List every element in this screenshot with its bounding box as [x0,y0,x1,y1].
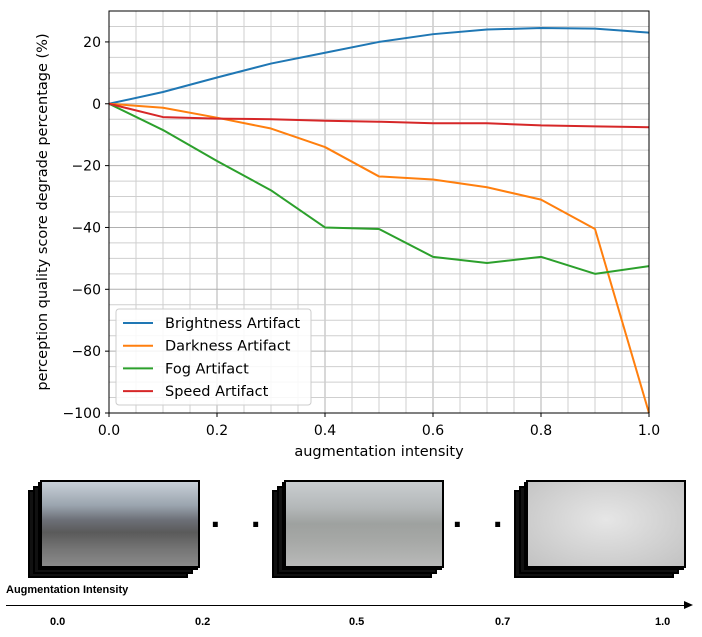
line-chart: 0.0 0.2 0.4 0.6 0.8 1.0 20 0 −20 −40 −60 −80 −100 au… [35,10,661,460]
road-scene-dense-fog [526,480,686,568]
x-tick-label: 0.0 [98,423,120,439]
y-tick-label: −80 [71,344,101,360]
legend: Brightness Artifact Darkness Artifact Fog … [115,308,312,406]
legend-label: Brightness Artifact [165,316,300,332]
frame-stack-low [28,478,203,578]
y-tick-label: −40 [71,220,101,236]
x-tick-label: 0.6 [422,423,444,439]
x-axis-label: augmentation intensity [294,444,464,460]
y-tick-label: −60 [71,282,101,298]
road-scene-clear [40,480,200,568]
legend-label: Speed Artifact [165,384,269,400]
intensity-tick: 0.0 [50,616,66,628]
road-scene-foggy [284,480,444,568]
series-line-brightness-artifact [108,27,650,105]
augmentation-intensity-label: Augmentation Intensity [6,584,129,596]
intensity-tick: 0.2 [195,616,211,628]
legend-label: Fog Artifact [165,361,249,377]
x-tick-label: 0.4 [314,423,336,439]
axis-ticks: 0.0 0.2 0.4 0.6 0.8 1.0 20 0 −20 −40 −60 −80 −100 [63,35,661,439]
intensity-tick: 0.7 [495,616,511,628]
series-line-darkness-artifact [108,102,650,414]
series-line-speed-artifact [108,102,650,129]
intensity-tick: 1.0 [655,616,671,628]
x-tick-label: 0.2 [206,423,228,439]
x-tick-label: 0.8 [530,423,552,439]
plot-frame [108,10,650,414]
series-line-fog-artifact [108,102,650,275]
legend-box [115,308,312,406]
y-tick-label: −20 [71,159,101,175]
y-tick-label: 20 [83,35,101,51]
legend-label: Darkness Artifact [165,339,291,355]
intensity-tick: 0.5 [349,616,365,628]
series-lines [108,27,650,414]
x-tick-label: 1.0 [638,423,660,439]
frame-stack-high [514,478,689,578]
y-tick-label: 0 [92,97,101,113]
y-tick-label: −100 [63,406,101,422]
grid-lines [108,10,650,414]
intensity-arrow [6,605,686,606]
frame-stack-mid [272,478,447,578]
arrow-head-icon [684,601,693,609]
augmentation-diagram: · · · · · · Augmentation Intensity 0.0 0… [0,470,702,637]
y-axis-label: perception quality score degrade percent… [35,33,51,390]
